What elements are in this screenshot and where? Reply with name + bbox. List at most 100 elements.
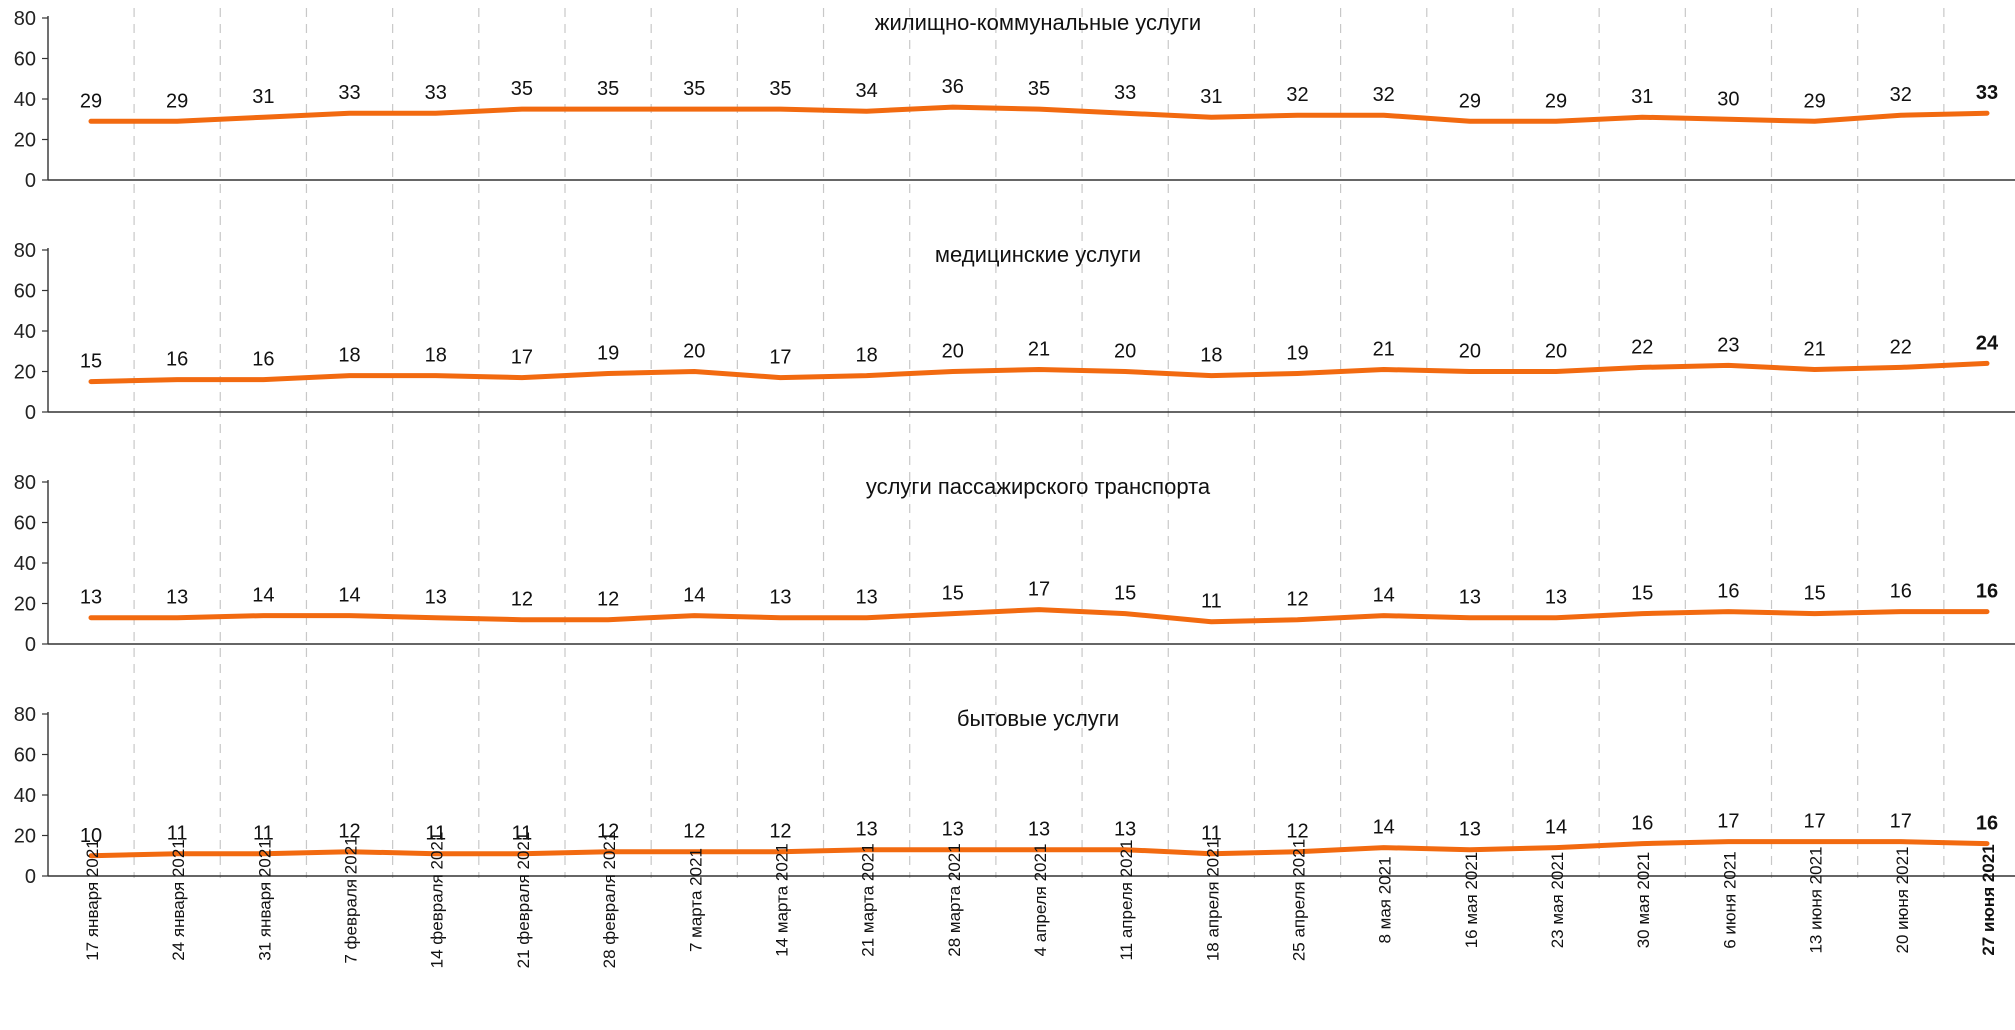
data-label: 15 [1114, 583, 1136, 605]
data-label: 11 [425, 823, 446, 845]
x-tick-label: 8 мая 2021 [1376, 856, 1395, 943]
data-label: 14 [1545, 817, 1567, 839]
data-label: 29 [1803, 90, 1825, 112]
data-label: 33 [338, 82, 360, 104]
x-tick-label: 7 февраля 2021 [342, 836, 361, 963]
data-label: 18 [425, 345, 447, 367]
data-label: 24 [1976, 332, 1999, 354]
data-label: 11 [1201, 591, 1222, 613]
data-label: 17 [769, 347, 791, 369]
x-tick-label: 6 июня 2021 [1720, 851, 1739, 949]
data-label: 20 [683, 341, 705, 363]
series-line [88, 839, 1990, 859]
x-tick-label: 16 мая 2021 [1462, 852, 1481, 949]
data-label: 22 [1631, 336, 1653, 358]
y-tick-label: 20 [14, 826, 36, 848]
data-label: 12 [769, 821, 791, 843]
data-label: 31 [252, 86, 274, 108]
data-label: 18 [338, 345, 360, 367]
x-tick-label: 4 апреля 2021 [1031, 844, 1050, 957]
data-label: 32 [1890, 84, 1912, 106]
x-tick-label: 28 февраля 2021 [600, 832, 619, 969]
y-tick-label: 40 [14, 321, 36, 343]
y-tick-label: 80 [14, 8, 36, 30]
data-label: 16 [1890, 581, 1912, 603]
x-tick-label: 24 января 2021 [169, 839, 188, 961]
data-label: 16 [166, 349, 188, 371]
data-label: 14 [252, 585, 274, 607]
x-tick-label: 28 марта 2021 [945, 843, 964, 956]
data-label: 16 [1717, 581, 1739, 603]
data-label: 15 [1631, 583, 1653, 605]
series-line [88, 607, 1990, 625]
y-tick-label: 60 [14, 513, 36, 535]
data-label: 31 [1200, 86, 1222, 108]
data-label: 35 [683, 78, 705, 100]
panel-title: услуги пассажирского транспорта [866, 474, 1211, 499]
data-label: 15 [80, 351, 102, 373]
y-tick-label: 80 [14, 704, 36, 726]
data-label: 11 [253, 823, 274, 845]
data-label: 21 [1028, 338, 1050, 360]
y-tick-label: 60 [14, 745, 36, 767]
data-label: 14 [683, 585, 705, 607]
x-tick-label: 21 февраля 2021 [514, 832, 533, 969]
panel-title: бытовые услуги [957, 706, 1119, 731]
data-label: 13 [942, 819, 964, 841]
data-label: 17 [1717, 811, 1739, 833]
x-tick-label: 18 апреля 2021 [1203, 839, 1222, 961]
y-tick-label: 20 [14, 130, 36, 152]
data-label: 22 [1890, 336, 1912, 358]
data-label: 12 [597, 589, 619, 611]
data-label: 10 [80, 825, 102, 847]
data-label: 17 [1028, 579, 1050, 601]
data-label: 23 [1717, 334, 1739, 356]
data-label: 15 [1803, 583, 1825, 605]
y-tick-label: 0 [25, 866, 36, 888]
y-tick-label: 80 [14, 472, 36, 494]
data-label: 31 [1631, 86, 1653, 108]
y-tick-label: 0 [25, 402, 36, 424]
y-tick-label: 40 [14, 89, 36, 111]
data-label: 12 [511, 589, 533, 611]
x-tick-label: 25 апреля 2021 [1290, 839, 1309, 961]
data-label: 20 [1545, 341, 1567, 363]
data-label: 16 [1976, 813, 1998, 835]
data-label: 14 [338, 585, 360, 607]
x-tick-label: 17 января 2021 [83, 839, 102, 961]
data-label: 12 [338, 821, 360, 843]
x-tick-label: 7 марта 2021 [686, 848, 705, 952]
panel-title: жилищно-коммунальные услуги [875, 10, 1201, 35]
panel-title: медицинские услуги [935, 242, 1141, 267]
data-label: 32 [1286, 84, 1308, 106]
series-line [88, 104, 1990, 124]
data-label: 33 [1976, 82, 1998, 104]
data-label: 16 [1976, 581, 1998, 603]
series-line [88, 360, 1990, 385]
x-tick-label: 11 апреля 2021 [1117, 839, 1136, 960]
data-label: 35 [769, 78, 791, 100]
data-label: 12 [1286, 589, 1308, 611]
data-label: 30 [1717, 88, 1739, 110]
data-label: 13 [425, 587, 447, 609]
data-label: 12 [597, 821, 619, 843]
data-label: 20 [1459, 341, 1481, 363]
y-tick-label: 0 [25, 170, 36, 192]
data-label: 35 [597, 78, 619, 100]
data-label: 36 [942, 76, 964, 98]
x-tick-label: 14 марта 2021 [772, 843, 791, 956]
data-label: 17 [511, 347, 533, 369]
data-label: 29 [1459, 90, 1481, 112]
y-tick-label: 20 [14, 594, 36, 616]
data-label: 17 [1890, 811, 1912, 833]
x-tick-label: 23 мая 2021 [1548, 852, 1567, 949]
data-label: 33 [1114, 82, 1136, 104]
y-tick-label: 80 [14, 240, 36, 262]
data-label: 34 [855, 80, 877, 102]
data-label: 20 [1114, 341, 1136, 363]
data-label: 19 [1286, 343, 1308, 365]
data-label: 13 [855, 819, 877, 841]
data-label: 16 [1631, 813, 1653, 835]
